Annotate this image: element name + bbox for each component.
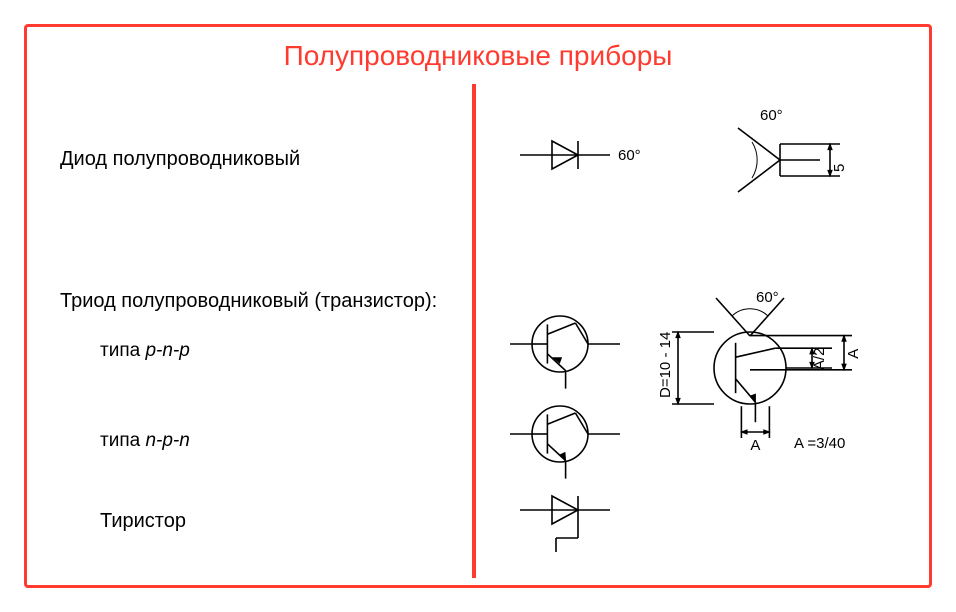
transistor-dim-symbol: 60° D=10 - 14 A A/2 A A =3/40 xyxy=(657,289,862,454)
diode-symbol: 60° xyxy=(520,141,641,169)
diagrams-svg: 60° 60° 5 60° D=10 - 14 A A/2 A A =3/40 xyxy=(0,0,956,612)
thyristor-symbol xyxy=(520,496,610,552)
svg-text:A: A xyxy=(845,349,862,359)
transistor-npn-symbol xyxy=(510,406,620,479)
svg-text:60°: 60° xyxy=(618,147,641,164)
svg-text:D=10 - 14: D=10 - 14 xyxy=(657,332,674,398)
svg-text:A: A xyxy=(750,437,760,454)
svg-text:5: 5 xyxy=(831,164,848,172)
transistor-pnp-symbol xyxy=(510,316,620,389)
diode-dim-symbol: 60° 5 xyxy=(738,107,848,192)
svg-text:A =3/40: A =3/40 xyxy=(794,435,845,452)
svg-text:A/2: A/2 xyxy=(811,348,828,371)
svg-text:60°: 60° xyxy=(760,107,783,124)
svg-text:60°: 60° xyxy=(756,289,779,306)
